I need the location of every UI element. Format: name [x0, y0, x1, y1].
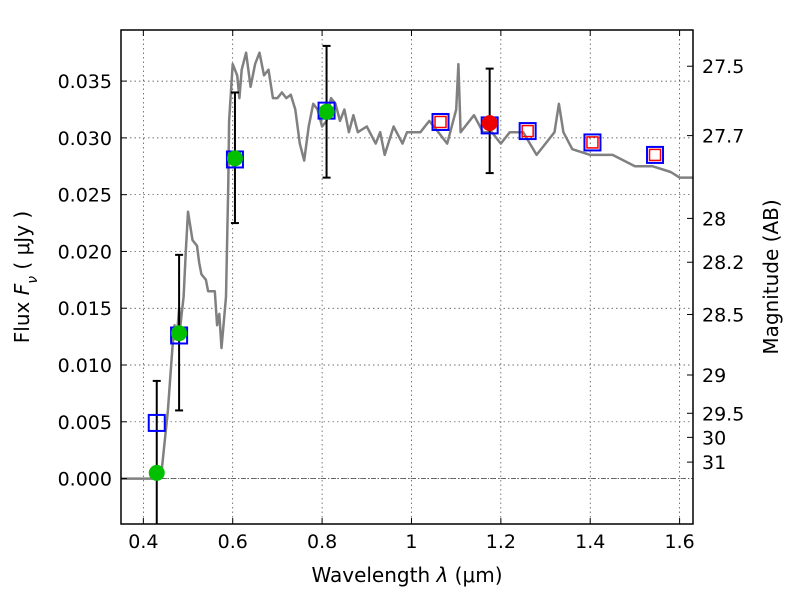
observed-photometry-point [481, 115, 498, 132]
magnitude-tick-label: 31 [702, 452, 726, 474]
y-axis-label: Flux Fν ( μJy ) [10, 211, 41, 343]
inner-square-point [586, 136, 599, 149]
magnitude-tick-label: 30 [702, 427, 726, 449]
x-axis-label: Wavelength λ (μm) [311, 563, 502, 587]
y-tick-label: 0.035 [58, 71, 112, 93]
magnitude-tick-label: 28.2 [702, 252, 744, 274]
y-axis-label-symbol: F [10, 283, 34, 295]
x-tick-label: 0.6 [218, 531, 248, 553]
markers [147, 101, 665, 481]
model-photometry-point [431, 112, 450, 131]
y-tick-label: 0.000 [58, 469, 112, 491]
y-tick-label: 0.005 [58, 412, 112, 434]
observed-photometry-point [148, 464, 165, 481]
sed-model-line [121, 51, 693, 480]
y-tick-label: 0.010 [58, 355, 112, 377]
x-tick-label: 0.8 [307, 531, 337, 553]
y-tick-label: 0.025 [58, 185, 112, 207]
x-axis-label-text: Wavelength [311, 563, 436, 587]
model-photometry-point [583, 133, 602, 152]
y-tick-label: 0.020 [58, 241, 112, 263]
magnitude-tick-label: 28.5 [702, 304, 744, 326]
observed-photometry-point [171, 325, 188, 342]
inner-square-point [521, 124, 534, 138]
magnitude-tick-label: 27.5 [702, 56, 744, 78]
x-tick-label: 1.2 [486, 531, 516, 553]
plot-frame [120, 29, 694, 525]
magnitude-tick-label: 28 [702, 208, 726, 230]
observed-photometry-point [318, 103, 335, 120]
inner-square-point [434, 115, 447, 129]
model-photometry-point [646, 145, 665, 164]
x-tick-label: 0.4 [128, 531, 158, 553]
model-photometry-point [518, 122, 537, 141]
y-tick-label: 0.015 [58, 298, 112, 320]
y-axis-label-subscript: ν [25, 276, 41, 284]
magnitude-tick-label: 29 [702, 365, 726, 387]
magnitude-tick-label: 27.7 [702, 126, 744, 148]
magnitude-tick-label: 29.5 [702, 403, 744, 425]
y-axis-label-unit: ( μJy ) [10, 211, 34, 276]
grid [121, 30, 693, 524]
x-axis-label-unit: (μm) [448, 563, 502, 587]
y-tick-label: 0.030 [58, 128, 112, 150]
observed-photometry-point [226, 150, 243, 167]
x-tick-label: 1 [405, 531, 417, 553]
x-axis-label-symbol: λ [435, 563, 448, 587]
y-axis-label-text: Flux [10, 295, 34, 343]
model-photometry-point [147, 413, 166, 432]
inner-square-point [648, 148, 662, 162]
ticks: 0.4 0.6 0.8 1 1.2 1.4 1.6 0.000 0.005 0.010 0.015 0… [58, 30, 744, 553]
magnitude-axis-label: Magnitude (AB) [759, 199, 783, 354]
x-tick-label: 1.6 [664, 531, 694, 553]
x-tick-label: 1.4 [575, 531, 605, 553]
